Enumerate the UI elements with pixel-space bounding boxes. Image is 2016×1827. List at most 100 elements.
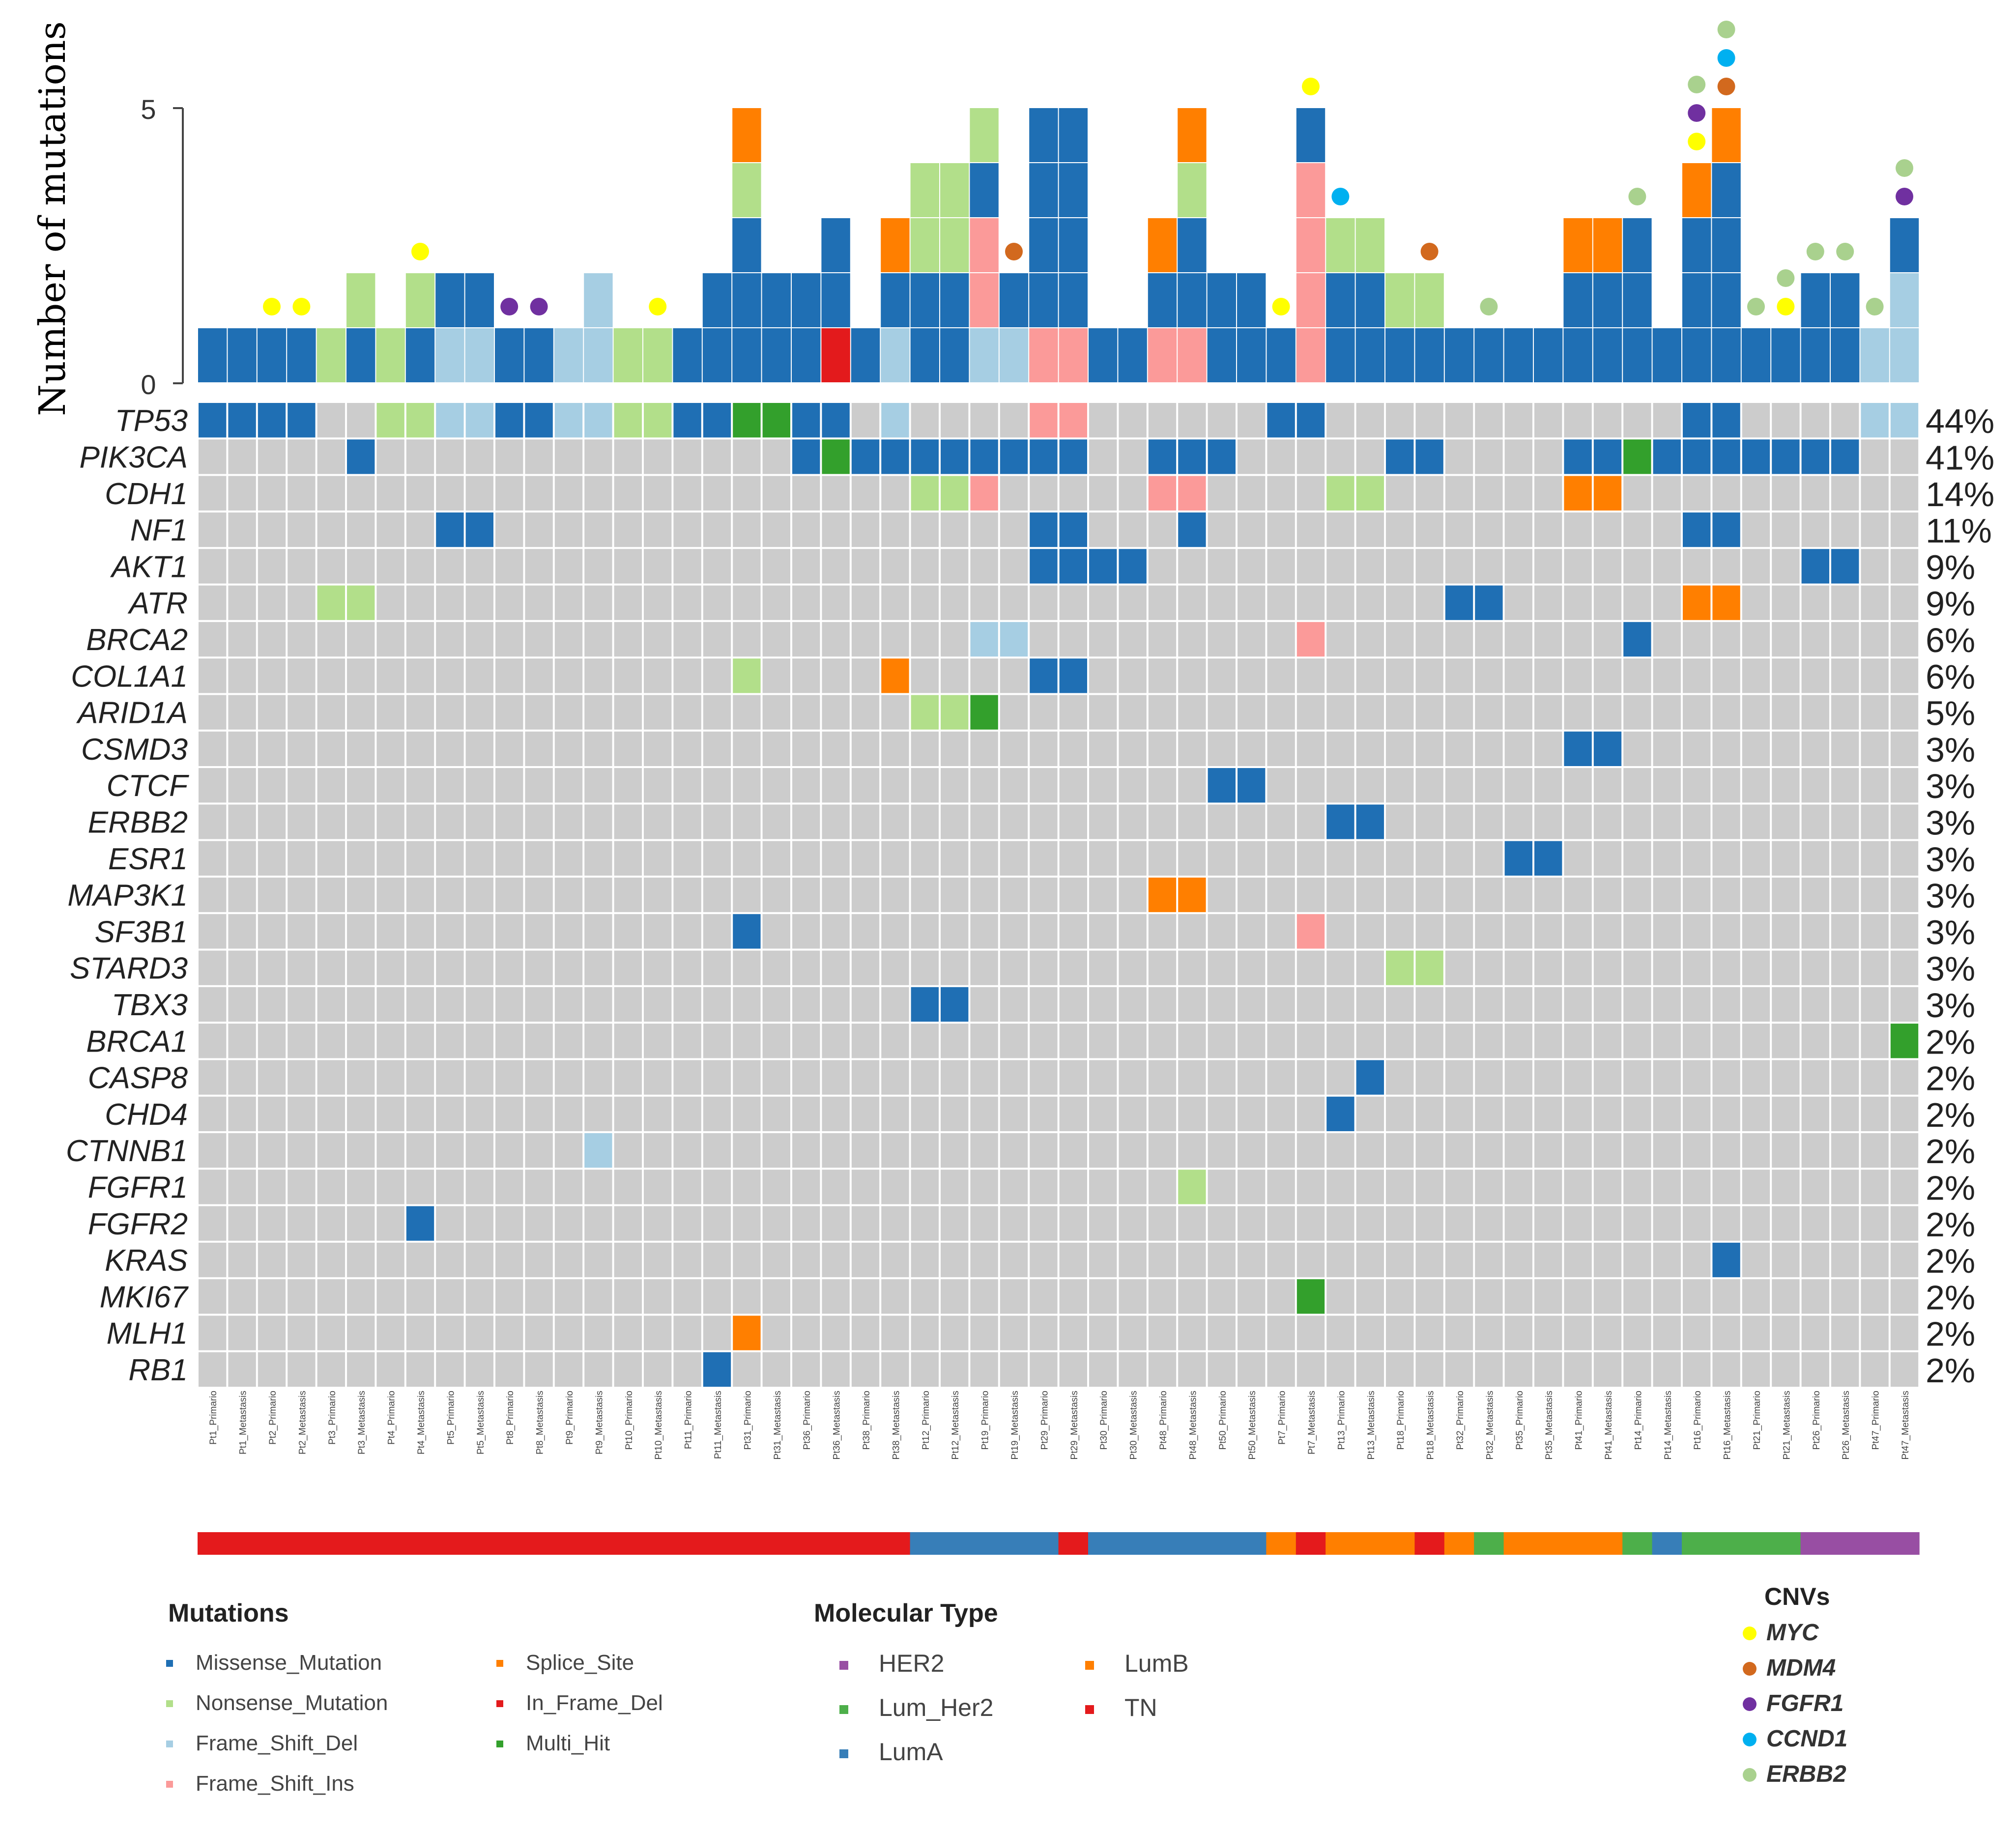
sample-label-pt11-primario: Pt11_Primario	[684, 1391, 694, 1449]
cell-stard3-pt1-primario	[199, 950, 227, 985]
cell-map3k1-pt18-primario	[1386, 877, 1414, 913]
cell-akt1-pt48-metastasis	[1178, 549, 1206, 584]
cell-akt1-pt18-metastasis	[1415, 549, 1443, 584]
cell-sf3b1-pt9-primario	[554, 914, 583, 949]
cell-arid1a-pt36-metastasis	[822, 695, 850, 730]
cell-atr-pt12-primario	[911, 585, 939, 620]
cell-mki67-pt21-metastasis	[1772, 1279, 1800, 1314]
cell-map3k1-pt50-primario	[1208, 877, 1236, 913]
cell-cdh1-pt19-metastasis	[1000, 476, 1028, 511]
bar-pt3-metastasis-seg-2	[346, 273, 375, 327]
cell-brca1-pt41-primario	[1564, 1024, 1592, 1058]
cell-mki67-pt9-metastasis	[584, 1279, 612, 1314]
cell-fgfr1-pt31-metastasis	[762, 1170, 790, 1204]
cell-atr-pt30-metastasis	[1119, 585, 1147, 620]
cell-stard3-pt8-primario	[495, 950, 523, 985]
cell-akt1-pt7-metastasis	[1296, 549, 1325, 584]
cell-stard3-pt19-primario	[970, 950, 998, 985]
cell-rb1-pt2-primario	[258, 1352, 286, 1387]
cell-csmd3-pt38-metastasis	[881, 731, 909, 766]
cell-col1a1-pt47-metastasis	[1890, 658, 1919, 693]
cell-ctcf-pt18-metastasis	[1415, 768, 1443, 803]
cell-atr-pt50-metastasis	[1238, 585, 1266, 620]
cell-chd4-pt10-metastasis	[644, 1096, 672, 1131]
cell-akt1-pt8-metastasis	[525, 549, 553, 584]
cell-map3k1-pt47-primario	[1861, 877, 1889, 913]
cell-mlh1-pt2-primario	[258, 1315, 286, 1350]
cell-brca1-pt2-primario	[258, 1024, 286, 1058]
cell-brca1-pt2-metastasis	[288, 1024, 316, 1058]
cell-ctnnb1-pt16-metastasis	[1712, 1133, 1740, 1168]
cell-erbb2-pt19-primario	[970, 804, 998, 839]
cell-erbb2-pt12-metastasis	[941, 804, 969, 839]
cell-cdh1-pt31-primario	[733, 476, 761, 511]
legend: MutationsMissense_MutationNonsense_Mutat…	[166, 1583, 1847, 1796]
cell-brca1-pt31-primario	[733, 1024, 761, 1058]
cell-ctnnb1-pt36-metastasis	[822, 1133, 850, 1168]
moltype-pt16-primario	[1682, 1532, 1712, 1555]
cell-rb1-pt38-metastasis	[881, 1352, 909, 1387]
cell-ctcf-pt14-metastasis	[1653, 768, 1681, 803]
cell-casp8-pt8-primario	[495, 1060, 523, 1095]
cell-brca2-pt12-metastasis	[941, 622, 969, 657]
bar-pt19-primario-seg-5	[970, 108, 999, 162]
bar-pt5-primario-seg-2	[435, 273, 464, 327]
pct-label-fgfr1: 2%	[1926, 1169, 1975, 1207]
cell-erbb2-pt50-primario	[1208, 804, 1236, 839]
cell-col1a1-pt3-primario	[317, 658, 345, 693]
cell-brca2-pt18-primario	[1386, 622, 1414, 657]
cell-nf1-pt41-primario	[1564, 512, 1592, 547]
cell-esr1-pt18-primario	[1386, 841, 1414, 876]
cell-kras-pt48-primario	[1148, 1242, 1177, 1278]
cell-cdh1-pt47-primario	[1861, 476, 1889, 511]
cell-sf3b1-pt12-metastasis	[941, 914, 969, 949]
cell-map3k1-pt47-metastasis	[1890, 877, 1919, 913]
cell-col1a1-pt4-primario	[376, 658, 404, 693]
cell-brca1-pt14-primario	[1623, 1024, 1651, 1058]
cell-cdh1-pt3-metastasis	[347, 476, 375, 511]
sample-label-pt16-primario: Pt16_Primario	[1693, 1391, 1703, 1450]
cell-chd4-pt41-primario	[1564, 1096, 1592, 1131]
cell-ctcf-pt41-metastasis	[1593, 768, 1622, 803]
cell-nf1-pt2-primario	[258, 512, 286, 547]
bar-pt18-primario-seg-2	[1385, 273, 1414, 327]
cell-mlh1-pt1-primario	[199, 1315, 227, 1350]
cell-pik3ca-pt18-primario	[1386, 439, 1414, 474]
cell-tbx3-pt47-metastasis	[1890, 987, 1919, 1022]
cell-pik3ca-pt7-metastasis	[1296, 439, 1325, 474]
sample-label-pt38-primario: Pt38_Primario	[862, 1391, 872, 1450]
cell-chd4-pt48-metastasis	[1178, 1096, 1206, 1131]
bar-pt36-metastasis-seg-2	[821, 273, 850, 327]
cell-ctcf-pt50-primario	[1208, 768, 1236, 803]
cell-rb1-pt36-metastasis	[822, 1352, 850, 1387]
cell-arid1a-pt36-primario	[792, 695, 820, 730]
cell-mki67-pt5-primario	[436, 1279, 464, 1314]
cell-mlh1-pt36-primario	[792, 1315, 820, 1350]
cell-ctcf-pt10-metastasis	[644, 768, 672, 803]
cell-erbb2-pt47-metastasis	[1890, 804, 1919, 839]
pct-label-brca2: 6%	[1926, 621, 1975, 659]
cell-kras-pt48-metastasis	[1178, 1242, 1206, 1278]
cell-fgfr1-pt13-primario	[1326, 1170, 1354, 1204]
cell-ctcf-pt8-primario	[495, 768, 523, 803]
cell-sf3b1-pt21-primario	[1742, 914, 1770, 949]
cell-kras-pt2-primario	[258, 1242, 286, 1278]
cell-sf3b1-pt19-primario	[970, 914, 998, 949]
cell-tp53-pt18-metastasis	[1415, 403, 1443, 438]
cell-esr1-pt32-primario	[1445, 841, 1473, 876]
cell-casp8-pt29-metastasis	[1059, 1060, 1087, 1095]
cell-brca1-pt7-primario	[1267, 1024, 1295, 1058]
cell-brca1-pt9-primario	[554, 1024, 583, 1058]
gene-label-tbx3: TBX3	[112, 988, 188, 1022]
cell-brca1-pt11-metastasis	[703, 1024, 731, 1058]
cell-chd4-pt7-metastasis	[1296, 1096, 1325, 1131]
bar-pt50-primario-seg-2	[1207, 273, 1236, 327]
cell-pik3ca-pt47-metastasis	[1890, 439, 1919, 474]
bar-pt26-metastasis-seg-2	[1831, 273, 1860, 327]
cell-akt1-pt14-metastasis	[1653, 549, 1681, 584]
cell-casp8-pt5-metastasis	[465, 1060, 493, 1095]
sample-label-pt32-metastasis: Pt32_Metastasis	[1485, 1391, 1495, 1459]
cnv-dot-erbb2-pt16-metastasis	[1717, 21, 1735, 38]
cell-map3k1-pt9-metastasis	[584, 877, 612, 913]
cell-map3k1-pt4-primario	[376, 877, 404, 913]
